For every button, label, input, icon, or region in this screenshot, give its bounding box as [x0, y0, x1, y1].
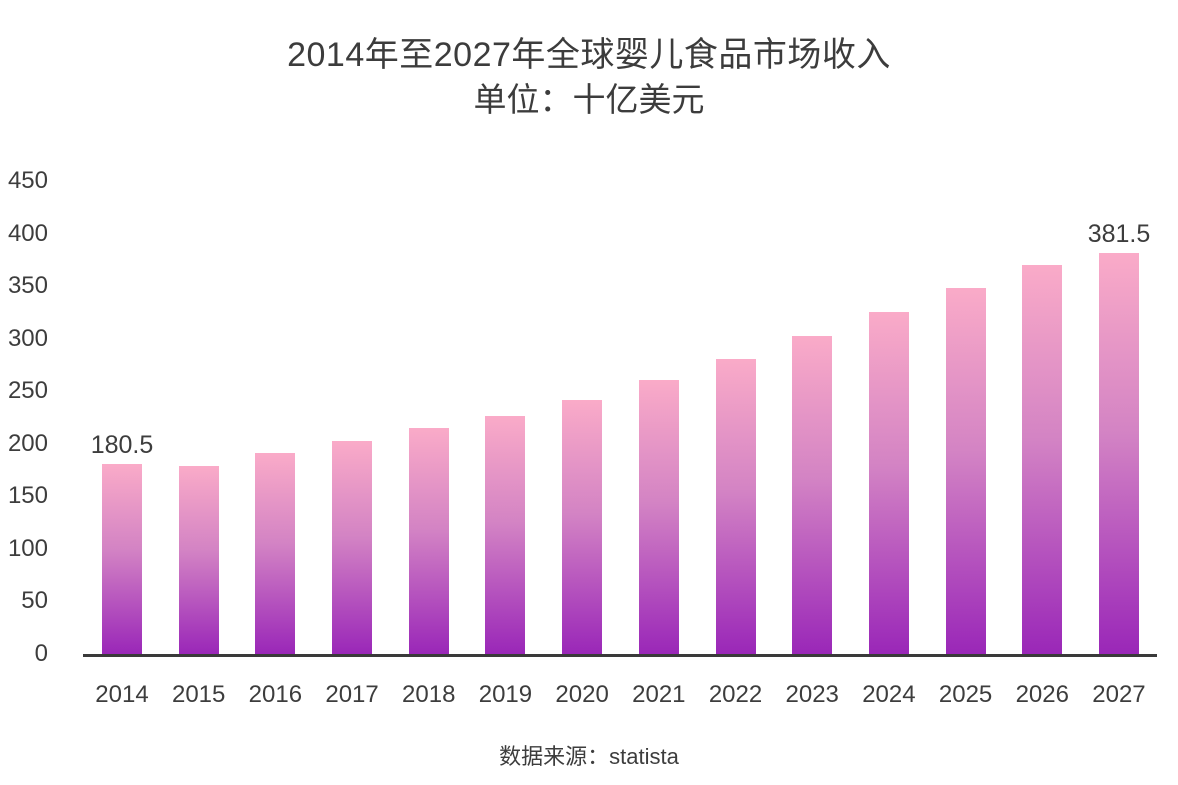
y-tick-label-350: 350: [7, 272, 48, 300]
bar-2017: [332, 440, 373, 654]
x-tick-label-2026: 2026: [1015, 681, 1069, 708]
x-tick-label-2014: 2014: [95, 681, 149, 708]
x-tick-label-2024: 2024: [862, 681, 916, 708]
data-source-caption: 数据来源：statista: [499, 744, 679, 769]
x-tick-label-2017: 2017: [325, 681, 379, 708]
x-axis-line: [83, 654, 1157, 657]
x-tick-label-2021: 2021: [632, 681, 686, 708]
x-tick-label-2027: 2027: [1092, 681, 1146, 708]
y-tick-label-300: 300: [7, 324, 48, 352]
y-tick-label-450: 450: [7, 167, 48, 194]
y-tick-label-0: 0: [34, 640, 48, 667]
y-axis-tick-labels: 0 50 100 150 200 250 300 350 400 450: [0, 0, 48, 785]
bar-2024: [868, 312, 909, 654]
x-tick-label-2015: 2015: [171, 681, 226, 708]
x-tick-label-2020: 2020: [555, 681, 609, 708]
x-tick-label-2019: 2019: [478, 681, 533, 708]
chart-title: 2014年至2027年全球婴儿食品市场收入: [287, 36, 891, 74]
bar-2021: [638, 379, 679, 654]
y-tick-label-50: 50: [21, 587, 48, 615]
bar-2020: [562, 399, 603, 654]
x-tick-label-2025: 2025: [938, 681, 993, 708]
x-tick-label-2022: 2022: [708, 681, 763, 708]
y-tick-label-150: 150: [7, 482, 48, 510]
bar-2025: [945, 288, 986, 654]
bar-2026: [1022, 264, 1063, 654]
chart-subtitle: 单位：十亿美元: [473, 81, 705, 118]
plot-area: [83, 181, 1157, 654]
bar-2016: [255, 453, 296, 654]
y-tick-label-250: 250: [7, 377, 48, 405]
bar-2022: [715, 359, 756, 654]
x-tick-label-2016: 2016: [248, 681, 303, 708]
bar-2023: [792, 336, 833, 654]
bar-2018: [408, 427, 449, 654]
y-tick-label-200: 200: [7, 429, 48, 457]
bar-2019: [485, 416, 526, 654]
x-tick-label-2018: 2018: [402, 681, 456, 708]
y-tick-label-400: 400: [7, 219, 48, 247]
bar-2015: [178, 465, 219, 654]
x-tick-label-2023: 2023: [785, 681, 839, 708]
bar-2014: [102, 464, 142, 654]
bar-2027: [1098, 253, 1139, 654]
y-tick-label-100: 100: [7, 534, 48, 562]
